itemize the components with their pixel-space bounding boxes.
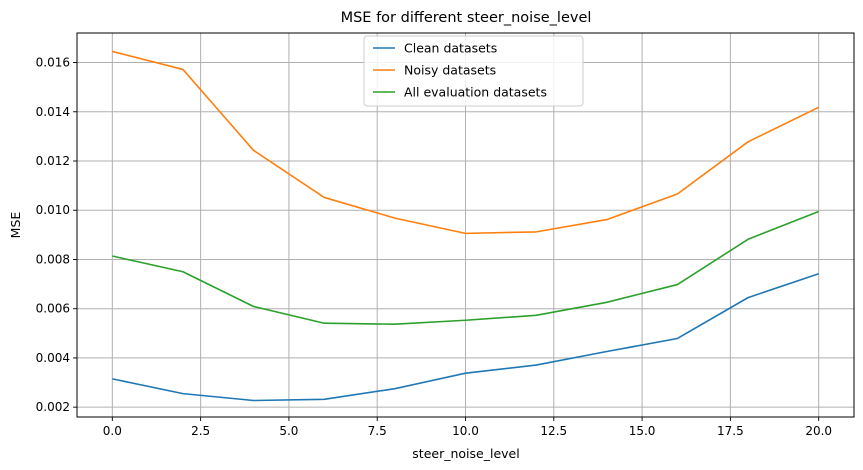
y-tick-label: 0.008 [36,252,70,266]
y-axis-label: MSE [8,212,23,239]
y-tick-label: 0.012 [36,154,70,168]
x-tick-label: 10.0 [452,424,479,438]
y-tick-label: 0.014 [36,105,70,119]
series-layer [112,50,820,402]
x-axis: 0.0 2.5 5.0 7.5 10.0 12.5 15.0 17.5 20.0 [103,417,832,438]
chart-title: MSE for different steer_noise_level [341,10,592,26]
y-tick-label: 0.002 [36,400,70,414]
legend-label-3: All evaluation datasets [404,85,547,100]
y-tick-label: 0.010 [36,203,70,217]
series-line-3 [112,210,819,326]
y-tick-label: 0.004 [36,351,70,365]
x-tick-label: 12.5 [540,424,567,438]
y-tick-label: 0.016 [36,56,70,70]
x-tick-label: 20.0 [805,424,832,438]
x-axis-label: steer_noise_level [412,446,519,461]
x-tick-label: 15.0 [629,424,656,438]
y-axis: 0.002 0.004 0.006 0.008 0.010 0.012 0.014 0.016 [36,56,77,414]
series-line-1 [112,272,819,402]
y-tick-label: 0.006 [36,302,70,316]
legend-box [363,35,584,107]
legend-label-1: Clean datasets [404,41,497,56]
legend-label-2: Noisy datasets [404,63,496,78]
legend: Clean datasets Noisy datasets All evaluati… [363,35,584,107]
series-line-2 [112,50,820,235]
x-tick-label: 0.0 [103,424,122,438]
x-tick-label: 17.5 [717,424,744,438]
x-tick-label: 5.0 [279,424,298,438]
x-tick-label: 7.5 [368,424,387,438]
x-tick-label: 2.5 [191,424,210,438]
